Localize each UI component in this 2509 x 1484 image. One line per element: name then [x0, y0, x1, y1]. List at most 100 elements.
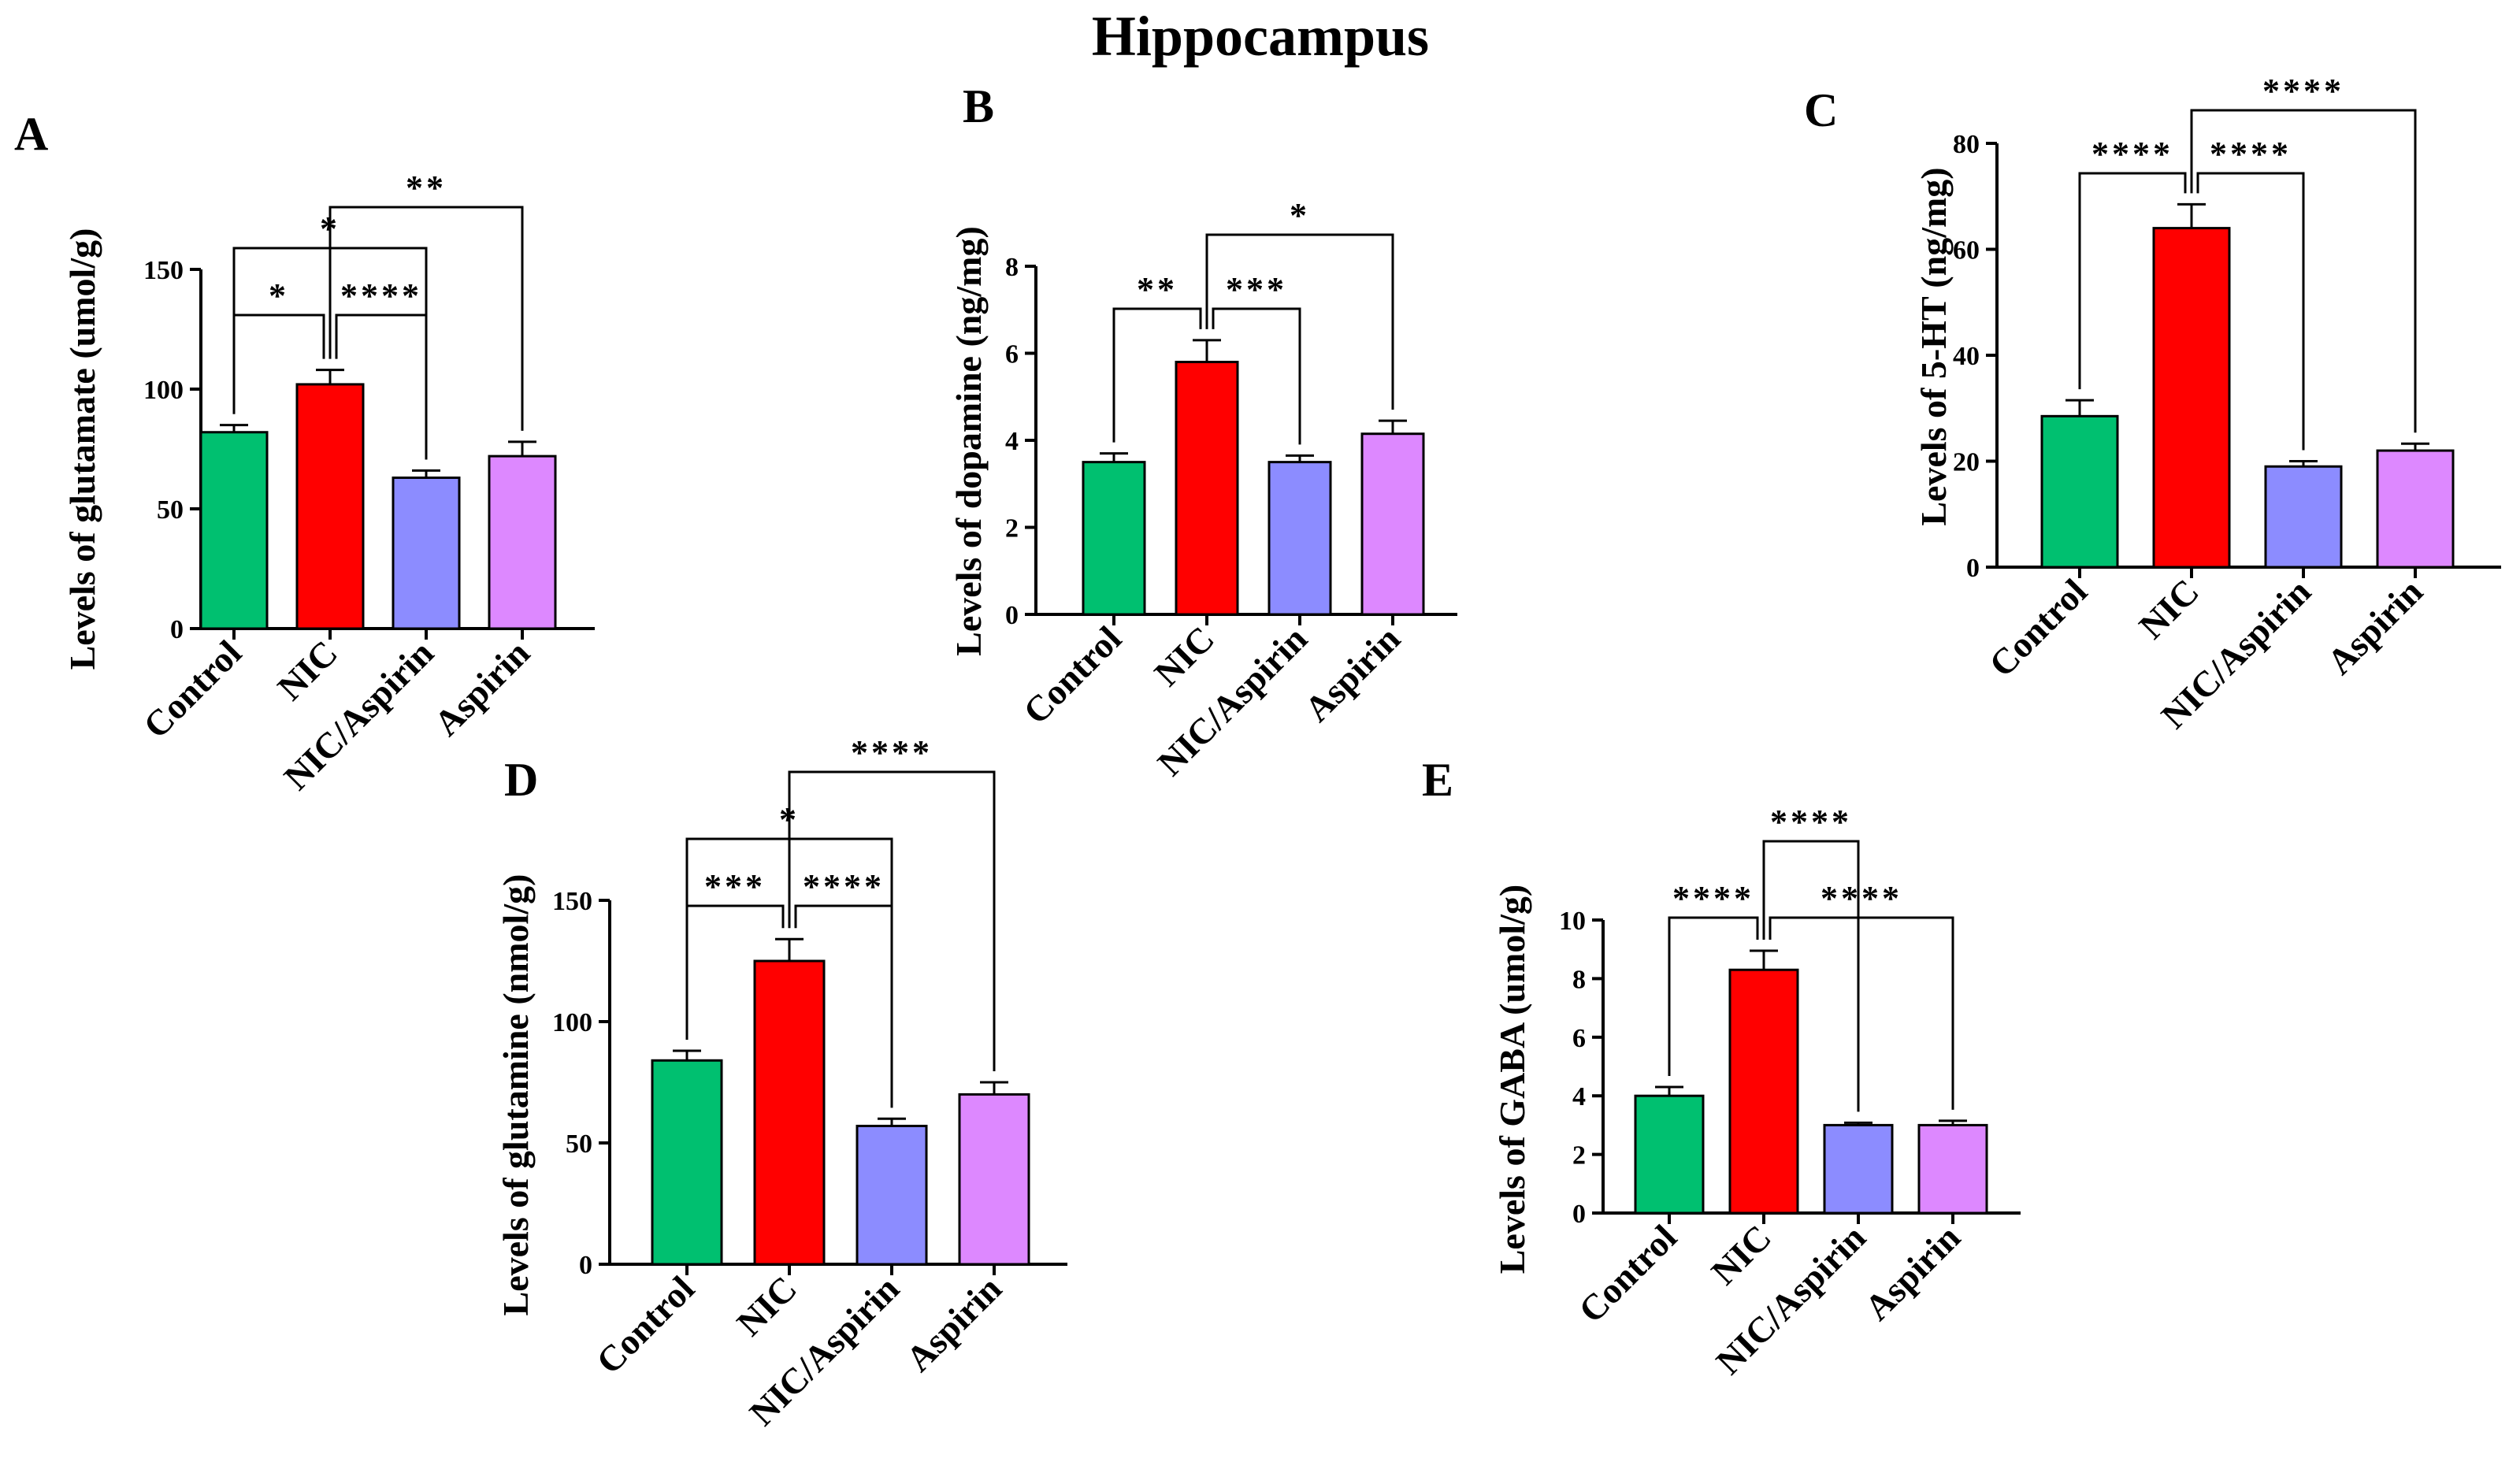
bar-nic-aspirin	[1823, 1123, 1894, 1215]
bar-aspirin	[2376, 449, 2455, 569]
significance-label: ***	[1226, 270, 1287, 309]
y-axis-label: Levels of glutamine (nmol/g)	[495, 874, 536, 1316]
y-tick-label: 60	[1953, 236, 1980, 265]
chart-panel-b: B Levels of dopamine (ng/mg) 0 2 4 6 8 Control N…	[948, 80, 1457, 784]
panel-letter: A	[14, 108, 48, 160]
significance-bracket	[2078, 172, 2187, 390]
y-axis-label: Levels of dopamine (ng/mg)	[948, 226, 989, 656]
y-tick-label: 40	[1953, 342, 1980, 371]
significance-label: ****	[2210, 135, 2292, 173]
category-label: Control	[1981, 571, 2095, 684]
y-tick-label: 100	[552, 1008, 592, 1037]
significance-label: *	[269, 276, 289, 315]
significance-bracket	[1769, 916, 1954, 1110]
significance-label: ****	[803, 867, 885, 906]
chart-panel-c: C Levels of 5-HT (ng/mg) 0 20 40 60 80 Control N…	[1804, 72, 2501, 736]
significance-bracket	[2196, 172, 2305, 451]
y-tick-label: 6	[1005, 340, 1019, 369]
category-label: Control	[1571, 1217, 1684, 1330]
category-label: NIC	[269, 633, 345, 708]
y-tick-label: 6	[1572, 1024, 1586, 1053]
panel-letter: D	[504, 754, 538, 806]
category-label: Aspirin	[426, 633, 537, 744]
bar-control	[199, 431, 269, 630]
y-tick-label: 8	[1005, 253, 1019, 282]
panel-letter: B	[963, 80, 994, 132]
significance-bracket	[328, 206, 524, 431]
category-label: Control	[1015, 618, 1129, 732]
y-axis-label: Levels of glutamate (umol/g)	[62, 228, 102, 670]
significance-label: ****	[2262, 72, 2344, 110]
bar-nic	[1175, 361, 1239, 616]
significance-label: **	[406, 169, 447, 207]
category-label: Aspirin	[1297, 618, 1408, 729]
significance-label: *	[1290, 196, 1310, 235]
y-tick-label: 80	[1953, 130, 1980, 159]
y-axis-label: Levels of GABA (umol/g)	[1492, 885, 1532, 1274]
significance-bracket	[1762, 840, 1860, 1112]
panel-letter: E	[1422, 754, 1453, 806]
category-label: NIC	[729, 1268, 804, 1344]
significance-label: *	[320, 210, 340, 248]
bar-control	[2040, 414, 2119, 569]
y-tick-label: 0	[1966, 554, 1980, 583]
significance-bracket	[1205, 233, 1394, 410]
bar-control	[1634, 1094, 1705, 1215]
panel-letter: C	[1804, 84, 1838, 136]
y-tick-label: 50	[157, 495, 184, 525]
y-tick-label: 150	[552, 887, 592, 916]
y-tick-label: 4	[1572, 1082, 1586, 1111]
significance-bracket	[1112, 307, 1202, 443]
chart-panel-a: A Levels of glutamate (umol/g) 0 50 100 150 Co…	[14, 108, 595, 798]
bar-aspirin	[958, 1093, 1030, 1266]
bar-nic-aspirin	[1267, 461, 1332, 616]
y-tick-label: 0	[170, 615, 184, 644]
bar-nic	[753, 959, 826, 1266]
bar-nic-aspirin	[2264, 465, 2343, 569]
bar-control	[651, 1059, 723, 1266]
chart-panel-e: E Levels of GABA (umol/g) 0 2 4 6 8 10 Control NI…	[1422, 754, 2021, 1382]
significance-label: ****	[340, 276, 422, 315]
y-tick-label: 150	[143, 256, 184, 285]
category-label: NIC	[2131, 571, 2207, 647]
bar-nic	[1728, 968, 1799, 1215]
y-tick-label: 8	[1572, 965, 1586, 994]
chart-panel-d: D Levels of glutamine (nmol/g) 0 50 100 150 Co…	[495, 733, 1067, 1434]
significance-label: *	[779, 800, 800, 839]
y-tick-label: 0	[579, 1251, 592, 1280]
significance-label: ****	[2091, 135, 2173, 173]
bar-control	[1082, 461, 1146, 616]
significance-label: ***	[704, 867, 766, 906]
y-tick-label: 10	[1559, 907, 1586, 936]
y-tick-label: 2	[1005, 514, 1019, 544]
bar-aspirin	[1917, 1123, 1988, 1215]
significance-label: **	[1137, 270, 1178, 309]
significance-label: ****	[1672, 879, 1754, 918]
y-tick-label: 4	[1005, 427, 1019, 456]
bar-nic	[2152, 227, 2231, 569]
significance-bracket	[1212, 307, 1301, 445]
category-label: NIC	[1146, 618, 1222, 694]
significance-label: ****	[1821, 879, 1902, 918]
y-tick-label: 0	[1005, 601, 1019, 630]
y-tick-label: 50	[566, 1130, 592, 1159]
significance-bracket	[2190, 109, 2417, 433]
figure-title: Hippocampus	[1092, 5, 1429, 68]
category-label: Aspirin	[898, 1268, 1009, 1379]
y-tick-label: 20	[1953, 448, 1980, 477]
category-label: NIC	[1703, 1217, 1779, 1293]
y-tick-label: 0	[1572, 1200, 1586, 1229]
significance-bracket	[788, 770, 996, 1071]
significance-label: ****	[1770, 803, 1852, 841]
bar-nic	[295, 383, 365, 630]
category-label: Aspirin	[1857, 1217, 1968, 1328]
bar-aspirin	[1360, 432, 1425, 616]
bar-nic-aspirin	[392, 476, 461, 630]
bar-aspirin	[488, 454, 557, 630]
significance-label: ****	[851, 733, 933, 772]
category-label: Control	[135, 633, 249, 746]
category-label: Aspirin	[2319, 571, 2430, 682]
y-tick-label: 100	[143, 376, 184, 405]
significance-bracket	[1668, 916, 1759, 1077]
